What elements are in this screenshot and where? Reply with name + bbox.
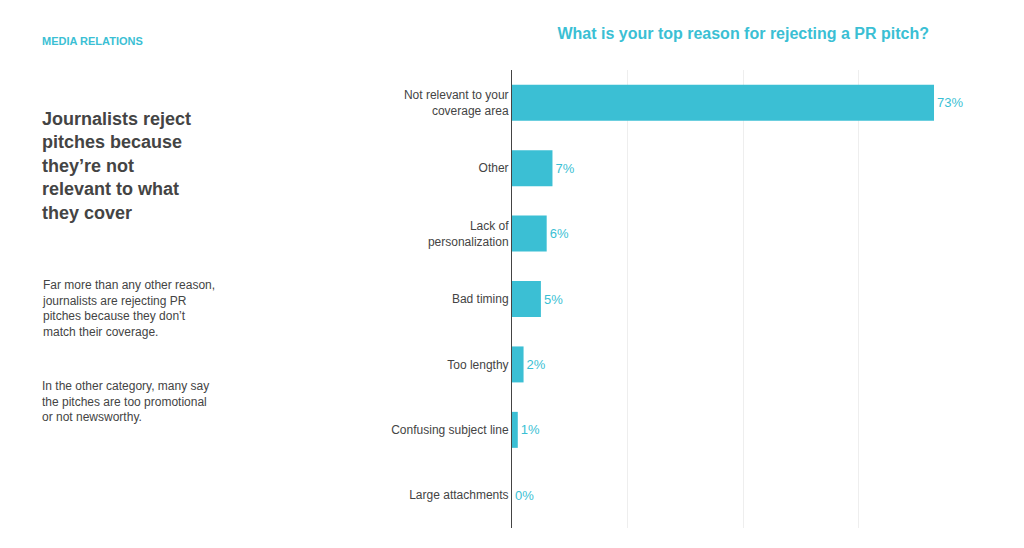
svg-text:Bad timing: Bad timing	[452, 292, 509, 306]
svg-text:In the other category, many sa: In the other category, many saythe pitch…	[42, 379, 209, 424]
svg-text:What is your top reason for re: What is your top reason for rejecting a …	[557, 25, 929, 42]
svg-text:1%: 1%	[521, 422, 540, 437]
svg-text:7%: 7%	[555, 161, 574, 176]
svg-text:Other: Other	[479, 161, 509, 175]
svg-text:Large attachments: Large attachments	[409, 488, 508, 502]
svg-text:Far more than any other reason: Far more than any other reason,journalis…	[42, 278, 215, 339]
svg-text:Journalists rejectpitches beca: Journalists rejectpitches becausethey’re…	[42, 109, 191, 223]
svg-text:73%: 73%	[937, 95, 963, 110]
svg-text:Lack ofpersonalization: Lack ofpersonalization	[428, 219, 509, 249]
svg-text:Confusing subject line: Confusing subject line	[391, 423, 509, 437]
svg-text:5%: 5%	[544, 292, 563, 307]
svg-text:Not relevant to yourcoverage a: Not relevant to yourcoverage area	[404, 88, 509, 118]
svg-text:0%: 0%	[515, 488, 534, 503]
svg-text:MEDIA RELATIONS: MEDIA RELATIONS	[42, 35, 143, 47]
svg-text:Too lengthy: Too lengthy	[447, 358, 508, 372]
svg-text:6%: 6%	[550, 226, 569, 241]
svg-text:2%: 2%	[527, 357, 546, 372]
